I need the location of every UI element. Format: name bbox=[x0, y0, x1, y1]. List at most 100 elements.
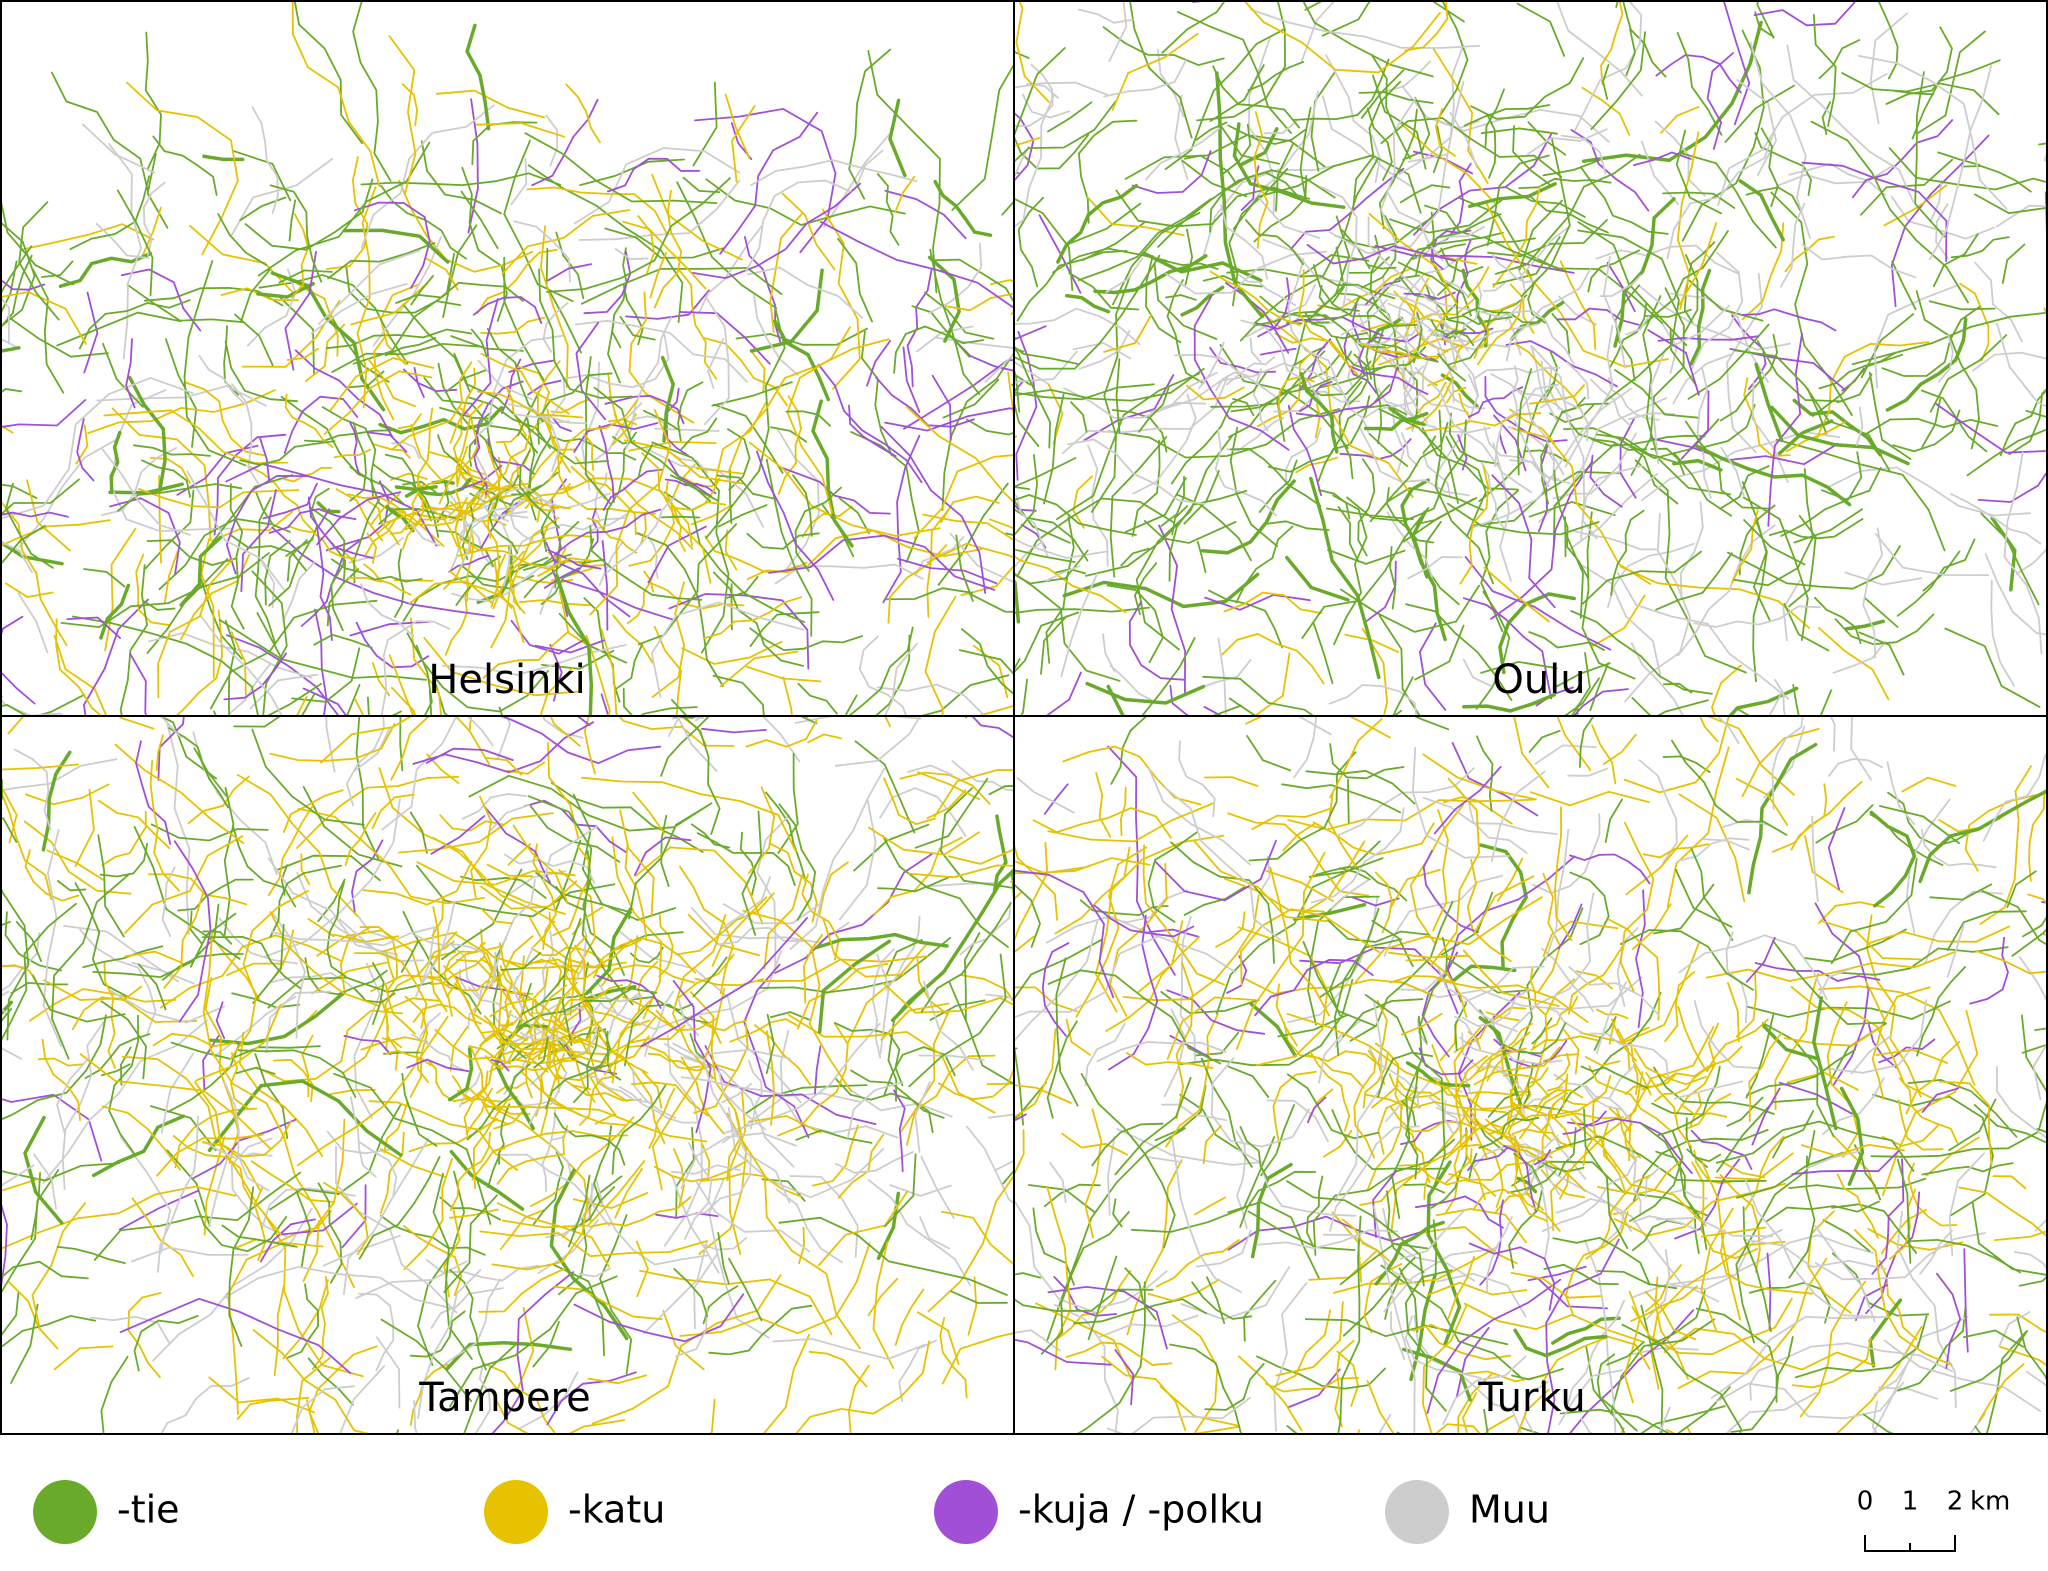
street bbox=[1566, 1118, 1693, 1175]
street bbox=[735, 327, 868, 346]
street bbox=[602, 468, 663, 511]
street bbox=[1020, 678, 1028, 715]
street bbox=[1, 519, 111, 547]
street bbox=[390, 472, 428, 481]
street bbox=[1512, 427, 1651, 585]
street bbox=[794, 486, 842, 572]
street bbox=[1722, 818, 1771, 828]
street bbox=[368, 1100, 519, 1171]
street bbox=[589, 507, 599, 552]
street bbox=[1229, 447, 1322, 507]
street bbox=[138, 488, 300, 509]
street bbox=[258, 274, 409, 365]
street bbox=[20, 223, 155, 251]
street bbox=[120, 268, 202, 332]
street bbox=[410, 617, 442, 715]
street bbox=[541, 1109, 556, 1192]
street bbox=[748, 1115, 822, 1134]
street bbox=[395, 281, 524, 304]
street bbox=[483, 521, 513, 609]
street bbox=[1130, 1396, 1251, 1434]
street bbox=[537, 1001, 562, 1061]
street bbox=[170, 1041, 321, 1060]
street bbox=[947, 848, 1013, 865]
street bbox=[731, 105, 756, 183]
street bbox=[1265, 869, 1335, 902]
street bbox=[168, 727, 229, 809]
street bbox=[543, 567, 580, 589]
street bbox=[1, 964, 25, 968]
street bbox=[1853, 1144, 1882, 1201]
street bbox=[1545, 1238, 1620, 1434]
street bbox=[1430, 1, 1465, 23]
street bbox=[1073, 1298, 1207, 1325]
street bbox=[1475, 590, 1511, 710]
street bbox=[745, 315, 752, 351]
street bbox=[787, 1014, 996, 1114]
street bbox=[1571, 652, 1591, 715]
street bbox=[390, 717, 429, 781]
street bbox=[1820, 919, 1921, 961]
street bbox=[1631, 903, 1672, 950]
street bbox=[507, 843, 532, 866]
street bbox=[391, 361, 473, 451]
street bbox=[542, 825, 599, 883]
street bbox=[708, 1304, 813, 1356]
street bbox=[640, 917, 808, 1048]
street bbox=[682, 476, 721, 488]
street bbox=[1075, 846, 1148, 1018]
street bbox=[487, 1154, 501, 1189]
street bbox=[844, 229, 863, 286]
street bbox=[1799, 1280, 1867, 1418]
street bbox=[1478, 380, 1556, 503]
street bbox=[1160, 475, 1185, 527]
street bbox=[253, 1186, 267, 1261]
street bbox=[273, 1285, 285, 1377]
street bbox=[116, 189, 154, 297]
street bbox=[922, 1125, 950, 1146]
street bbox=[448, 942, 480, 996]
street bbox=[1948, 1152, 1985, 1256]
street bbox=[456, 959, 515, 1010]
street bbox=[1831, 1134, 1878, 1195]
street bbox=[1814, 1225, 1876, 1323]
street bbox=[1423, 1176, 1429, 1200]
street bbox=[30, 1172, 41, 1241]
street bbox=[835, 1151, 914, 1174]
street bbox=[249, 673, 319, 710]
street bbox=[1468, 1152, 1478, 1179]
street bbox=[1099, 1233, 1126, 1400]
street bbox=[239, 196, 287, 222]
street bbox=[1486, 154, 1550, 247]
street bbox=[1630, 1040, 1652, 1096]
street bbox=[1500, 1080, 1517, 1141]
street bbox=[1736, 1151, 1845, 1199]
street bbox=[1624, 1123, 1637, 1162]
street bbox=[867, 1277, 899, 1317]
street bbox=[536, 615, 705, 656]
street bbox=[1610, 1318, 1716, 1415]
street bbox=[583, 250, 632, 315]
street bbox=[1388, 1073, 1421, 1109]
street bbox=[234, 313, 274, 367]
street bbox=[1305, 769, 1416, 805]
street bbox=[116, 742, 120, 816]
street bbox=[142, 181, 166, 256]
street bbox=[354, 952, 428, 1029]
street bbox=[1367, 216, 1456, 309]
street bbox=[1741, 308, 1837, 332]
street bbox=[1166, 996, 1256, 1060]
street bbox=[728, 1257, 763, 1322]
street bbox=[628, 463, 696, 567]
street bbox=[99, 583, 131, 640]
street bbox=[1657, 699, 1709, 715]
street bbox=[1841, 72, 2000, 116]
street bbox=[1334, 1001, 1383, 1202]
street bbox=[1416, 225, 1485, 259]
street bbox=[1213, 704, 1242, 715]
street bbox=[135, 740, 172, 845]
street bbox=[632, 791, 665, 834]
street bbox=[1858, 631, 1905, 676]
street bbox=[767, 773, 846, 808]
street bbox=[781, 467, 891, 515]
